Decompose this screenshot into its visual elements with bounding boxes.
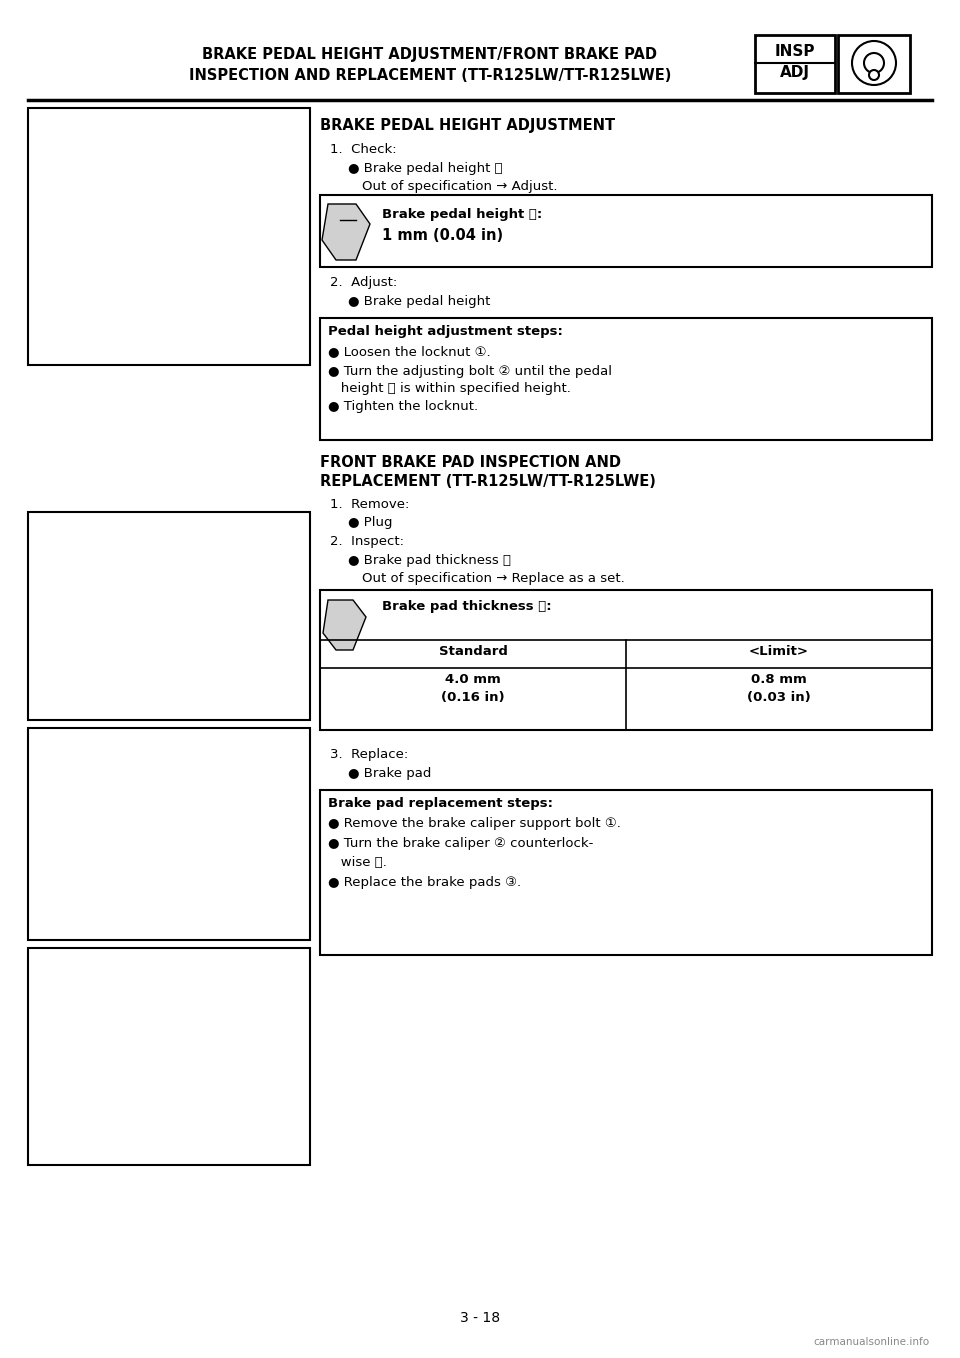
Text: wise ⓐ.: wise ⓐ. xyxy=(328,856,387,869)
Text: Brake pedal height ⓐ:: Brake pedal height ⓐ: xyxy=(382,208,542,221)
Text: ● Loosen the locknut ①.: ● Loosen the locknut ①. xyxy=(328,345,491,359)
Text: 2.  Adjust:: 2. Adjust: xyxy=(330,276,397,289)
Text: FRONT BRAKE PAD INSPECTION AND: FRONT BRAKE PAD INSPECTION AND xyxy=(320,455,621,470)
Text: 1.  Remove:: 1. Remove: xyxy=(330,498,409,511)
Bar xyxy=(28,948,310,1165)
Text: INSP: INSP xyxy=(775,45,815,60)
Text: ● Brake pad: ● Brake pad xyxy=(348,767,431,779)
Text: (0.03 in): (0.03 in) xyxy=(747,691,811,703)
Text: ● Brake pedal height ⓐ: ● Brake pedal height ⓐ xyxy=(348,162,503,175)
Bar xyxy=(838,35,910,92)
Text: BRAKE PEDAL HEIGHT ADJUSTMENT: BRAKE PEDAL HEIGHT ADJUSTMENT xyxy=(320,118,615,133)
Bar xyxy=(28,512,310,720)
Text: ● Brake pedal height: ● Brake pedal height xyxy=(348,295,491,308)
Text: 2.  Inspect:: 2. Inspect: xyxy=(330,535,404,549)
Text: Out of specification → Replace as a set.: Out of specification → Replace as a set. xyxy=(362,572,625,585)
Text: ● Plug: ● Plug xyxy=(348,516,393,530)
Text: REPLACEMENT (TT-R125LW/TT-R125LWE): REPLACEMENT (TT-R125LW/TT-R125LWE) xyxy=(320,474,656,489)
Bar xyxy=(320,790,932,955)
Text: ● Tighten the locknut.: ● Tighten the locknut. xyxy=(328,401,478,413)
Bar xyxy=(320,589,932,731)
Polygon shape xyxy=(323,600,366,650)
Text: ● Replace the brake pads ③.: ● Replace the brake pads ③. xyxy=(328,876,521,889)
Circle shape xyxy=(852,41,896,86)
Bar xyxy=(320,196,932,268)
Text: Out of specification → Adjust.: Out of specification → Adjust. xyxy=(362,181,558,193)
Text: <Limit>: <Limit> xyxy=(749,645,809,659)
Text: Standard: Standard xyxy=(439,645,508,659)
Text: 0.8 mm: 0.8 mm xyxy=(751,674,806,686)
Text: Brake pad replacement steps:: Brake pad replacement steps: xyxy=(328,797,553,809)
Text: ADJ: ADJ xyxy=(780,64,810,80)
Polygon shape xyxy=(322,204,370,259)
Bar xyxy=(28,728,310,940)
Bar xyxy=(755,35,835,92)
Circle shape xyxy=(864,53,884,73)
Bar xyxy=(28,109,310,365)
Text: ● Turn the brake caliper ② counterlock-: ● Turn the brake caliper ② counterlock- xyxy=(328,837,593,850)
Text: height ⓐ is within specified height.: height ⓐ is within specified height. xyxy=(328,382,571,395)
Text: ● Turn the adjusting bolt ② until the pedal: ● Turn the adjusting bolt ② until the pe… xyxy=(328,365,612,378)
Text: (0.16 in): (0.16 in) xyxy=(442,691,505,703)
Text: Pedal height adjustment steps:: Pedal height adjustment steps: xyxy=(328,325,563,338)
Text: 4.0 mm: 4.0 mm xyxy=(445,674,501,686)
Text: 3 - 18: 3 - 18 xyxy=(460,1310,500,1325)
Text: 1.  Check:: 1. Check: xyxy=(330,143,396,156)
Text: INSPECTION AND REPLACEMENT (TT-R125LW/TT-R125LWE): INSPECTION AND REPLACEMENT (TT-R125LW/TT… xyxy=(189,68,671,83)
Text: BRAKE PEDAL HEIGHT ADJUSTMENT/FRONT BRAKE PAD: BRAKE PEDAL HEIGHT ADJUSTMENT/FRONT BRAK… xyxy=(203,48,658,62)
Text: 3.  Replace:: 3. Replace: xyxy=(330,748,408,760)
Text: carmanualsonline.info: carmanualsonline.info xyxy=(814,1338,930,1347)
Text: 1 mm (0.04 in): 1 mm (0.04 in) xyxy=(382,228,503,243)
Text: ● Brake pad thickness ⓐ: ● Brake pad thickness ⓐ xyxy=(348,554,511,568)
Circle shape xyxy=(869,71,879,80)
Text: Brake pad thickness ⓐ:: Brake pad thickness ⓐ: xyxy=(382,600,552,612)
Bar xyxy=(320,318,932,440)
Text: ● Remove the brake caliper support bolt ①.: ● Remove the brake caliper support bolt … xyxy=(328,818,621,830)
